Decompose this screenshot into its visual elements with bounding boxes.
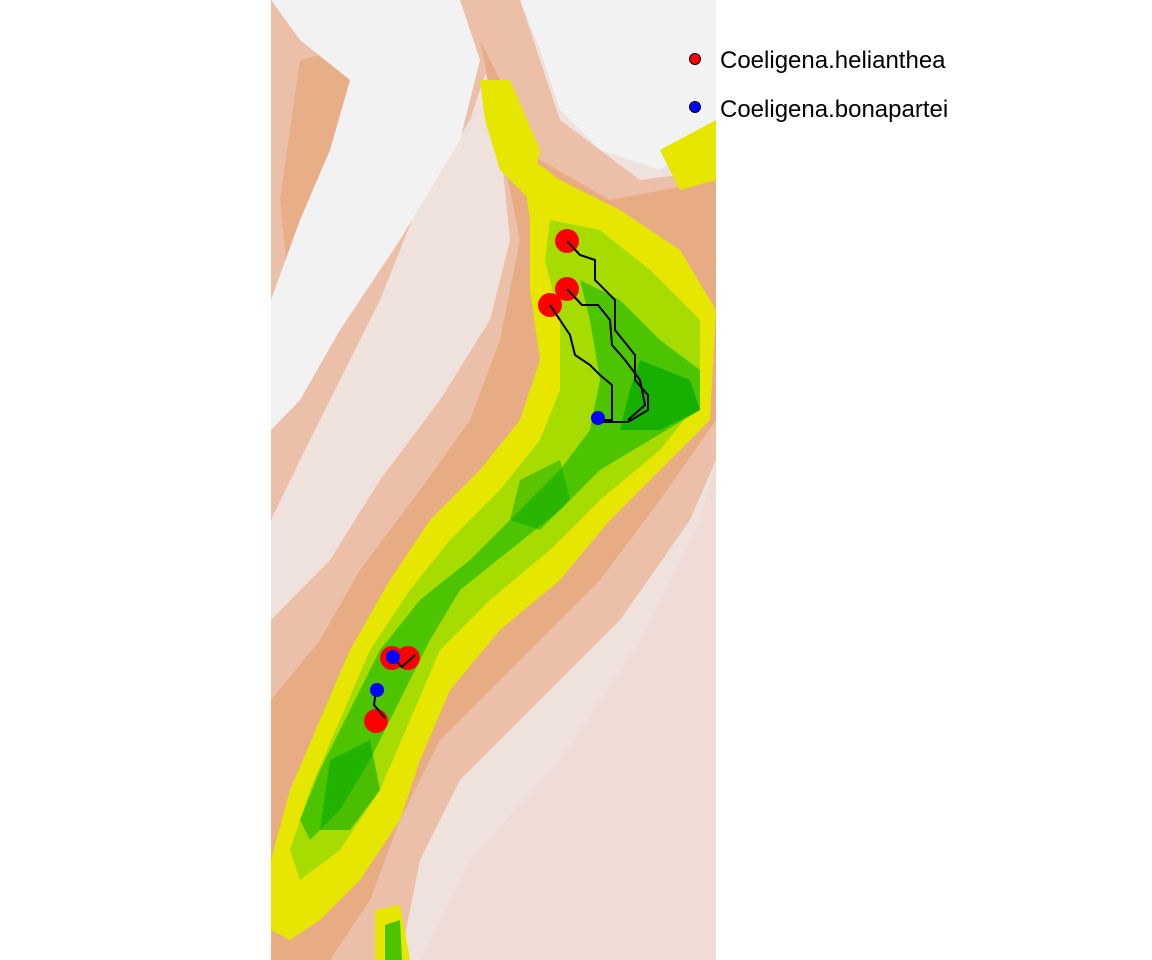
legend-label-helianthea: Coeligena.helianthea: [720, 47, 946, 74]
legend-marker-bonapartei: [689, 101, 701, 113]
path-2: [566, 288, 647, 421]
overlay-1: [566, 240, 581, 256]
legend-item-bonapartei: Coeligena.bonapartei: [689, 96, 948, 123]
helianthea-point: [396, 646, 420, 670]
raster-range-darkgreen-3: [510, 460, 570, 530]
raster-ne-yellow: [660, 120, 716, 190]
bonapartei-point: [591, 411, 605, 425]
overlay-5: [373, 704, 386, 719]
bonapartei-point: [386, 650, 400, 664]
bonapartei-point: [370, 683, 384, 697]
bonapartei-points: [370, 411, 605, 697]
elevation-raster: [271, 0, 716, 960]
raster-south-outlier-green: [385, 920, 402, 960]
connection-overlay: [373, 240, 583, 719]
raster-north-valley-2: [520, 0, 716, 170]
legend-marker-helianthea: [689, 53, 701, 65]
overlay-2: [566, 288, 583, 306]
raster-range-darkgreen-2: [320, 740, 380, 830]
raster-north-yellow: [480, 80, 540, 200]
legend-label-bonapartei: Coeligena.bonapartei: [720, 96, 948, 123]
legend-item-helianthea: Coeligena.helianthea: [689, 47, 946, 74]
helianthea-point: [364, 709, 388, 733]
path-1: [566, 240, 649, 423]
raster-southeast-lowland: [420, 460, 716, 960]
raster-range-darkgreen: [620, 360, 700, 430]
legend: Coeligena.helianthea Coeligena.bonaparte…: [689, 47, 948, 123]
raster-north-valley: [271, 0, 480, 430]
path-3: [549, 304, 613, 421]
overlay-3: [549, 304, 561, 321]
